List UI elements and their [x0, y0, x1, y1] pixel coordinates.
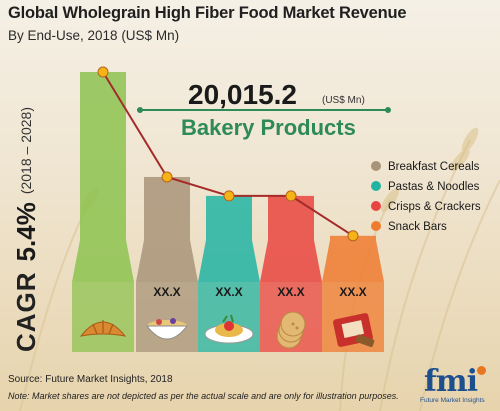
trend-marker-1: [97, 66, 109, 78]
pasta-plate-icon: [204, 314, 254, 344]
logo-tagline: Future Market Insights: [420, 397, 485, 404]
bar-breakfast-cereals: [136, 177, 198, 352]
legend: Breakfast Cereals Pastas & Noodles Crisps …: [371, 161, 481, 233]
crackers-icon: [276, 311, 306, 349]
highlight-value: 20,015.2: [188, 79, 297, 110]
legend-swatch: [371, 201, 381, 211]
source-text: Source: Future Market Insights, 2018: [8, 374, 173, 385]
highlight-connector-end: [385, 107, 391, 113]
legend-swatch: [371, 221, 381, 231]
trend-marker-3: [223, 190, 235, 202]
croissant-icon: [79, 320, 127, 337]
snack-bar-icon: [333, 313, 375, 348]
value-label-crisps-crackers: XX.X: [277, 285, 304, 299]
chart-title: Global Wholegrain High Fiber Food Market…: [8, 4, 407, 22]
legend-swatch: [371, 181, 381, 191]
legend-item-snack-bars: Snack Bars: [371, 221, 447, 233]
legend-label: Pastas & Noodles: [388, 181, 480, 193]
highlight-segment: Bakery Products: [181, 115, 356, 140]
highlight-callout: 20,015.2 (US$ Mn) Bakery Products: [137, 79, 391, 140]
highlight-unit: (US$ Mn): [322, 95, 365, 106]
fmi-logo: fmi Future Market Insights: [416, 364, 498, 408]
legend-item-pastas-noodles: Pastas & Noodles: [371, 181, 480, 193]
bar-pastas-noodles: [198, 195, 260, 352]
legend-item-breakfast-cereals: Breakfast Cereals: [371, 161, 480, 173]
logo-text: fmi: [424, 364, 478, 399]
value-label-pastas-noodles: XX.X: [215, 285, 242, 299]
logo-dot-icon: [477, 366, 486, 375]
legend-label: Breakfast Cereals: [388, 161, 480, 173]
trend-marker-2: [161, 171, 173, 183]
value-label-snack-bars: XX.X: [339, 285, 366, 299]
legend-swatch: [371, 161, 381, 171]
bar-bakery-products: [72, 72, 134, 352]
legend-item-crisps-crackers: Crisps & Crackers: [371, 201, 481, 213]
legend-label: Snack Bars: [388, 221, 447, 233]
value-label-breakfast-cereals: XX.X: [153, 285, 180, 299]
legend-label: Crisps & Crackers: [388, 201, 481, 213]
highlight-connector-start: [137, 107, 143, 113]
cereal-bowl-icon: [145, 318, 189, 340]
note-text: Note: Market shares are not depicted as …: [8, 391, 399, 401]
trend-marker-4: [285, 190, 297, 202]
bar-crisps-crackers: [260, 195, 322, 352]
trend-marker-5: [347, 230, 359, 242]
chart-subtitle: By End-Use, 2018 (US$ Mn): [8, 28, 180, 43]
